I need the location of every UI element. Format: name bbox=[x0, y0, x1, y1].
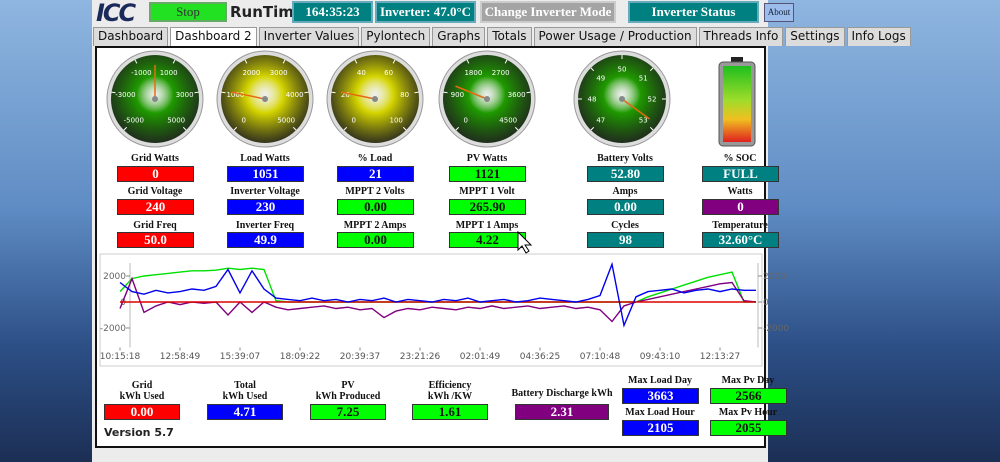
readout-label: PV Watts bbox=[466, 153, 508, 164]
about-button[interactable]: About bbox=[764, 3, 794, 22]
readout-value: 230 bbox=[227, 199, 304, 215]
readout-label: Grid Watts bbox=[131, 153, 179, 164]
app: ICC Stop RunTime 164:35:23 Inverter: 47.0°C C… bbox=[92, 0, 911, 462]
readout-label: Grid Voltage bbox=[127, 186, 183, 197]
change-mode-button[interactable]: Change Inverter Mode bbox=[480, 1, 616, 23]
tab[interactable]: Threads Info bbox=[698, 27, 784, 46]
tab[interactable]: Settings bbox=[785, 27, 845, 46]
readout-value: 32.60°C bbox=[702, 232, 779, 248]
readout-value: 0.00 bbox=[337, 199, 414, 215]
readout-label: Watts bbox=[727, 186, 753, 197]
max-label: Max Pv Hour bbox=[718, 407, 778, 418]
tab[interactable]: Dashboard bbox=[93, 27, 169, 46]
readout-value: 21 bbox=[337, 166, 414, 182]
readout-label: Amps bbox=[612, 186, 638, 197]
readout-value: 49.9 bbox=[227, 232, 304, 248]
readout-label: MPPT 1 Volt bbox=[459, 186, 515, 197]
max-value: 2566 bbox=[710, 388, 787, 404]
readout-value: 0.00 bbox=[337, 232, 414, 248]
readout-label: MPPT 1 Amps bbox=[455, 220, 519, 231]
readout-label: % Load bbox=[357, 153, 393, 164]
tab-bar: Dashboard Dashboard 2 Inverter Values Pylon… bbox=[93, 27, 911, 46]
readout-value: FULL bbox=[702, 166, 779, 182]
readout-value: 240 bbox=[117, 199, 194, 215]
tab[interactable]: Pylontech bbox=[361, 27, 431, 46]
version: Version 5.7 bbox=[104, 426, 174, 439]
readout-value: 50.0 bbox=[117, 232, 194, 248]
max-label: Max Load Day bbox=[628, 375, 692, 386]
readout-label: Temperature bbox=[712, 220, 768, 231]
total-label: Efficiency bbox=[428, 380, 472, 391]
logo: ICC bbox=[96, 0, 136, 27]
tab[interactable]: Graphs bbox=[432, 27, 486, 46]
readout-value: 52.80 bbox=[587, 166, 664, 182]
tab[interactable]: Info Logs bbox=[846, 27, 911, 46]
readout-value: 1051 bbox=[227, 166, 304, 182]
readout-value: 0.00 bbox=[587, 199, 664, 215]
readout-label: Inverter Voltage bbox=[230, 186, 300, 197]
readout-value: 0 bbox=[117, 166, 194, 182]
inverter-status-button[interactable]: Inverter Status bbox=[628, 1, 759, 23]
readout-label: Battery Volts bbox=[597, 153, 653, 164]
max-value: 3663 bbox=[622, 388, 699, 404]
runtime-label: RunTime bbox=[230, 3, 305, 21]
total-label: Battery Discharge kWh bbox=[511, 388, 613, 399]
readout-label: Cycles bbox=[611, 220, 639, 231]
readout-label: Load Watts bbox=[240, 153, 290, 164]
readout-value: 0 bbox=[702, 199, 779, 215]
runtime-value: 164:35:23 bbox=[292, 1, 373, 23]
total-label: kWh Used bbox=[119, 391, 165, 402]
total-label: kWh /KW bbox=[427, 391, 473, 402]
readout-label: Grid Freq bbox=[133, 220, 177, 231]
total-value: 4.71 bbox=[207, 404, 283, 420]
max-value: 2055 bbox=[710, 420, 787, 436]
max-label: Max Load Hour bbox=[625, 407, 695, 418]
readout-value: 265.90 bbox=[449, 199, 526, 215]
total-value: 1.61 bbox=[412, 404, 488, 420]
readout-label: MPPT 2 Amps bbox=[343, 220, 407, 231]
total-value: 0.00 bbox=[104, 404, 180, 420]
total-label: kWh Used bbox=[222, 391, 268, 402]
total-label: Total bbox=[234, 380, 256, 391]
readout-label: Inverter Freq bbox=[235, 220, 295, 231]
max-value: 2105 bbox=[622, 420, 699, 436]
tab[interactable]: Totals bbox=[487, 27, 532, 46]
total-label: kWh Produced bbox=[315, 391, 381, 402]
total-value: 7.25 bbox=[310, 404, 386, 420]
readout-value: 98 bbox=[587, 232, 664, 248]
total-label: PV bbox=[341, 380, 355, 391]
readout-value: 1121 bbox=[449, 166, 526, 182]
max-label: Max Pv Day bbox=[721, 375, 775, 386]
tab[interactable]: Inverter Values bbox=[258, 27, 360, 46]
readout-label: MPPT 2 Volts bbox=[345, 186, 405, 197]
readout-value: 4.22 bbox=[449, 232, 526, 248]
tab[interactable]: Power Usage / Production bbox=[533, 27, 697, 46]
tab[interactable]: Dashboard 2 bbox=[170, 27, 257, 46]
total-value: 2.31 bbox=[515, 404, 609, 420]
total-label: Grid bbox=[131, 380, 153, 391]
inverter-temp: Inverter: 47.0°C bbox=[375, 1, 476, 23]
readout-label: % SOC bbox=[723, 153, 757, 164]
stop-button[interactable]: Stop bbox=[149, 2, 227, 22]
